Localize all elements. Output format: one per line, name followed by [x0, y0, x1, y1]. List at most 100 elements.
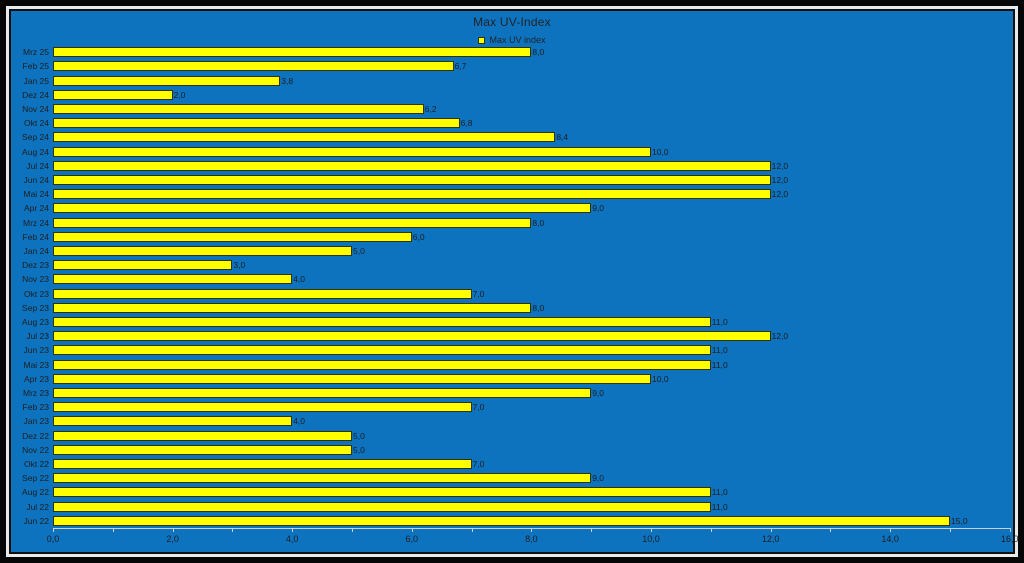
bar-value-label: 9,0	[592, 473, 605, 484]
bar	[53, 174, 771, 185]
bar-value-label: 6,2	[424, 103, 437, 114]
bar-value-label: 7,0	[472, 288, 485, 299]
category-label: Jun 22	[23, 515, 49, 526]
bar-row: Jan 24 5,0	[11, 244, 1013, 258]
category-label: Mrz 25	[23, 47, 49, 58]
bar	[53, 203, 592, 214]
x-axis-tick	[411, 528, 413, 532]
bar-value-label: 2,0	[173, 89, 186, 100]
category-label: Sep 22	[22, 473, 49, 484]
category-label: Jan 24	[23, 245, 49, 256]
category-label: Apr 24	[23, 203, 49, 214]
bar-value-label: 11,0	[711, 316, 728, 327]
category-label: Mai 24	[23, 189, 49, 200]
bar-row: Aug 23 11,0	[11, 315, 1013, 329]
bar	[53, 473, 592, 484]
category-label: Feb 23	[22, 402, 49, 413]
bar-row: Nov 23 4,0	[11, 272, 1013, 286]
bar	[53, 231, 412, 242]
bar	[53, 189, 771, 200]
bar-value-label: 4,0	[293, 274, 306, 285]
bar-row: Dez 24 2,0	[11, 88, 1013, 102]
x-axis-tick-label: 10,0	[642, 534, 660, 544]
bar-value-label: 7,0	[472, 402, 485, 413]
bar-row: Aug 22 11,0	[11, 485, 1013, 499]
bar-value-label: 15,0	[951, 515, 968, 526]
bar	[53, 217, 532, 228]
bar	[53, 274, 293, 285]
bar	[53, 515, 950, 526]
category-label: Mai 23	[23, 359, 49, 370]
x-axis-tick	[352, 528, 353, 532]
bar-value-label: 8,0	[532, 217, 545, 228]
bar	[53, 132, 556, 143]
category-label: Nov 22	[22, 444, 49, 455]
bar	[53, 345, 711, 356]
x-axis-tick-label: 4,0	[285, 534, 299, 544]
bar-row: Okt 23 7,0	[11, 286, 1013, 300]
x-axis-tick-label: 6,0	[405, 534, 419, 544]
bar-row: Jul 22 11,0	[11, 500, 1013, 514]
bar	[53, 47, 532, 58]
bar-value-label: 12,0	[771, 160, 789, 171]
bar-value-label: 7,0	[472, 458, 485, 469]
x-axis-tick-label: 16,0	[1001, 534, 1019, 544]
bar-value-label: 12,0	[771, 174, 789, 185]
x-axis-tick	[710, 528, 712, 532]
bar	[53, 501, 711, 512]
bar-row: Jul 24 12,0	[11, 159, 1013, 173]
bar-value-label: 12,0	[771, 331, 789, 342]
category-label: Dez 23	[22, 260, 49, 271]
bar-row: Mrz 25 8,0	[11, 45, 1013, 59]
bar-value-label: 6,7	[454, 61, 467, 72]
bar-row: Mai 24 12,0	[11, 187, 1013, 201]
bar	[53, 373, 651, 384]
category-label: Jan 23	[23, 416, 49, 427]
bar-rows: Mrz 25 8,0 Feb 25 6,7 Jan 25 3,8 Dez 24 2,0 Nov …	[11, 45, 1013, 528]
category-label: Dez 22	[22, 430, 49, 441]
bar-value-label: 8,4	[556, 132, 569, 143]
category-label: Mrz 23	[23, 387, 49, 398]
category-label: Nov 24	[22, 103, 49, 114]
bar-value-label: 11,0	[711, 345, 728, 356]
bar-row: Apr 24 9,0	[11, 201, 1013, 215]
bar	[53, 75, 281, 86]
bar-row: Jun 24 12,0	[11, 173, 1013, 187]
plot-area: Mrz 25 8,0 Feb 25 6,7 Jan 25 3,8 Dez 24 2,0 Nov …	[11, 11, 1019, 552]
x-axis-tick	[172, 528, 174, 532]
x-axis-tick-label: 8,0	[525, 534, 538, 544]
bar-row: Dez 22 5,0	[11, 428, 1013, 442]
bar-row: Feb 25 6,7	[11, 59, 1013, 73]
bar-row: Jan 23 4,0	[11, 414, 1013, 428]
bar-value-label: 3,0	[233, 260, 246, 271]
bar-value-label: 5,0	[353, 245, 365, 256]
category-label: Aug 22	[22, 487, 49, 498]
category-label: Okt 22	[23, 458, 49, 469]
x-axis-tick	[651, 528, 652, 532]
bar-row: Jan 25 3,8	[11, 73, 1013, 87]
bar	[53, 402, 472, 413]
category-label: Jul 24	[26, 160, 49, 171]
x-axis-tick	[232, 528, 234, 532]
category-label: Apr 23	[23, 373, 49, 384]
bar-row: Jun 23 11,0	[11, 343, 1013, 357]
x-axis-tick-label: 0,0	[46, 534, 60, 544]
bar-row: Jul 23 12,0	[11, 329, 1013, 343]
bar	[53, 61, 454, 72]
bar-value-label: 6,0	[412, 231, 425, 242]
legend-label: Max UV index	[489, 35, 546, 45]
x-axis-tick	[770, 528, 772, 532]
category-label: Aug 24	[22, 146, 49, 157]
category-label: Sep 24	[22, 132, 49, 143]
x-axis-tick	[53, 528, 54, 532]
x-axis-tick-label: 12,0	[761, 534, 780, 544]
x-axis-tick	[1009, 528, 1011, 532]
bar-value-label: 5,0	[353, 444, 365, 455]
bar-value-label: 9,0	[592, 203, 605, 214]
bar	[53, 416, 293, 427]
category-label: Feb 25	[22, 61, 49, 72]
bar	[53, 245, 352, 256]
x-axis-tick	[112, 528, 114, 532]
category-label: Jan 25	[23, 75, 49, 86]
